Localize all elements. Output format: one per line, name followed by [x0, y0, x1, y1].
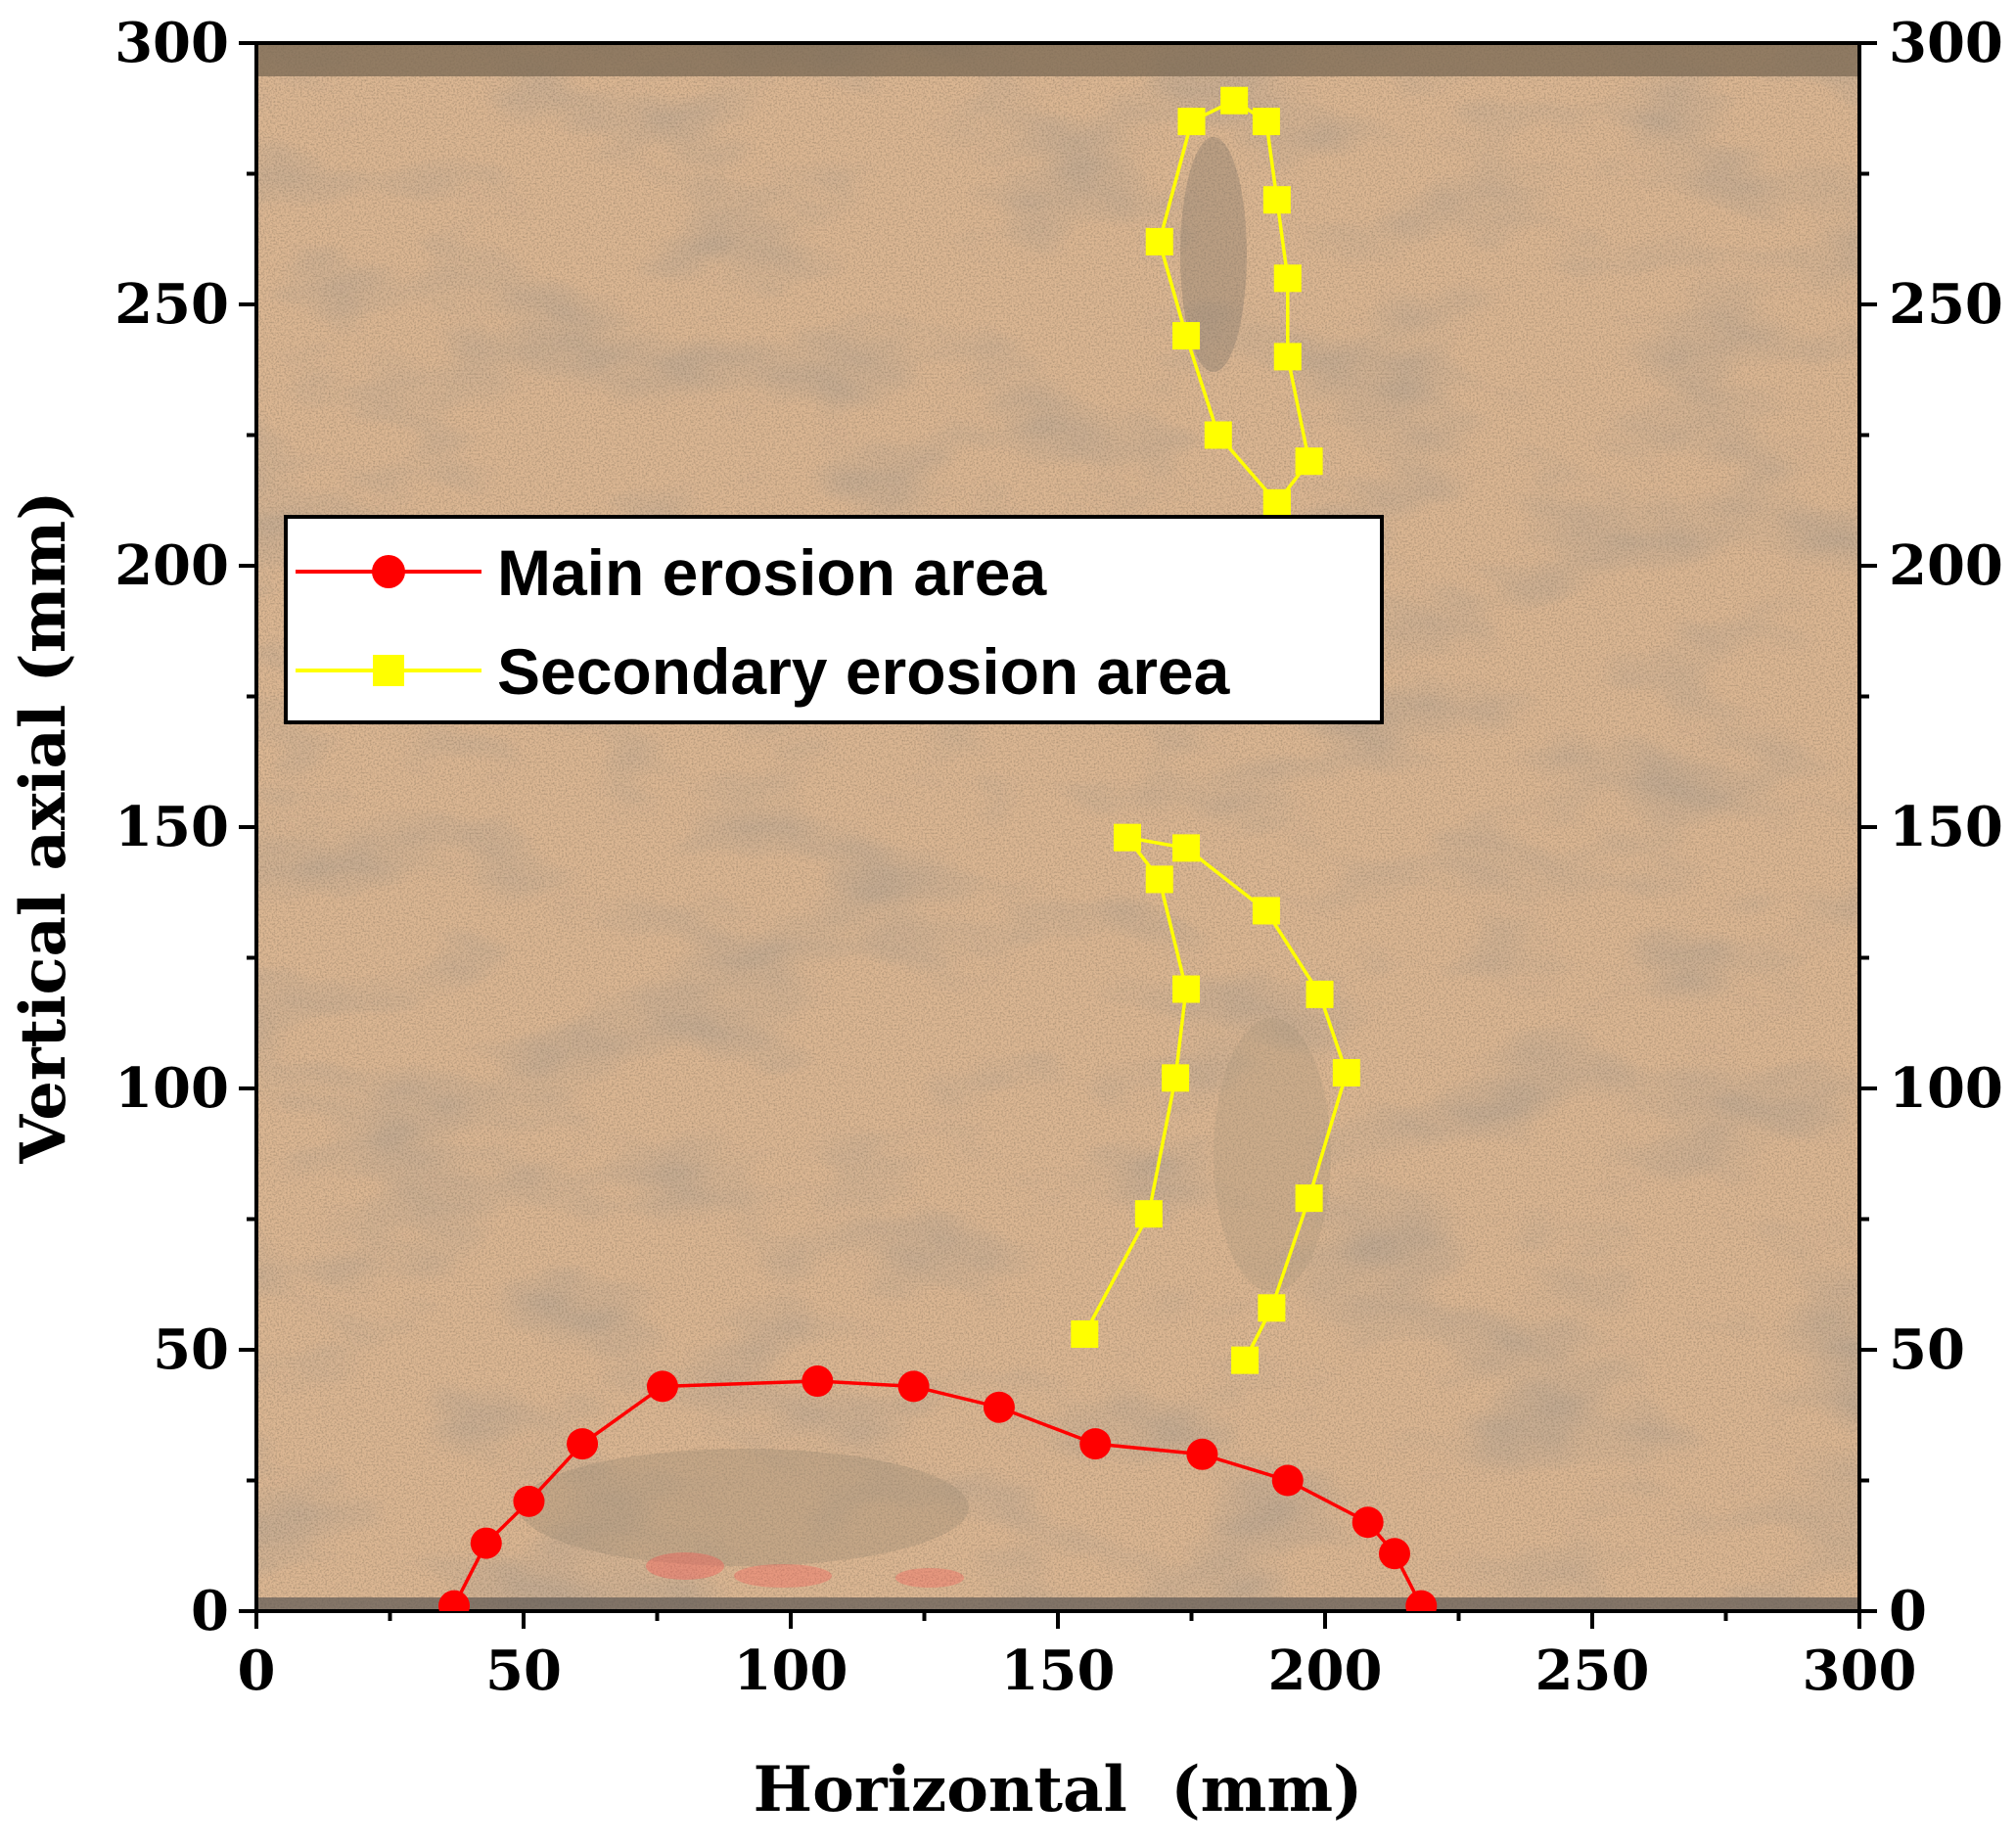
- data-point: [1177, 108, 1206, 136]
- legend-label-secondary: Secondary erosion area: [497, 635, 1231, 708]
- y-tick-label-right: 300: [1889, 11, 2003, 75]
- data-point: [1071, 1319, 1099, 1348]
- data-point: [1295, 1184, 1323, 1213]
- data-point: [1231, 1346, 1260, 1374]
- y-tick-label: 0: [191, 1579, 229, 1643]
- y-tick-label-right: 150: [1889, 795, 2003, 859]
- axis-tick-labels: 0 50 100 150 200 250 3000501001502002503000501…: [115, 11, 2003, 1703]
- series-main-erosion-area: [438, 1365, 1438, 1611]
- data-point: [1262, 186, 1291, 214]
- y-tick-label: 200: [115, 533, 229, 598]
- x-tick-label: 250: [1535, 1639, 1650, 1703]
- data-point: [1306, 980, 1334, 1008]
- y-tick-label: 150: [115, 795, 229, 859]
- data-point: [983, 1391, 1015, 1423]
- axis-ticks: [239, 41, 1877, 1629]
- data-point: [1113, 823, 1141, 852]
- y-tick-label-right: 200: [1889, 533, 2003, 598]
- y-tick-label-right: 250: [1889, 272, 2003, 337]
- y-tick-label-right: 0: [1889, 1579, 1927, 1643]
- legend-box: [284, 515, 1384, 724]
- data-point: [897, 1370, 930, 1403]
- sand-photo-background: [256, 43, 1859, 1611]
- data-point: [1172, 834, 1201, 862]
- data-point: [567, 1428, 599, 1460]
- x-tick-label: 200: [1268, 1639, 1383, 1703]
- data-point: [1295, 447, 1323, 476]
- y-tick-label: 300: [115, 11, 229, 75]
- data-point: [1145, 865, 1173, 894]
- data-point: [1204, 421, 1232, 449]
- y-axis-title: Vertical axial (mm): [7, 490, 80, 1164]
- x-tick-label: 50: [485, 1639, 562, 1703]
- y-tick-label: 250: [115, 272, 229, 337]
- data-point: [1262, 488, 1291, 517]
- legend-swatch-marker-secondary: [373, 655, 404, 686]
- data-point: [1172, 975, 1201, 1003]
- data-point: [1252, 108, 1280, 136]
- data-point: [1273, 264, 1302, 293]
- data-point: [1258, 1294, 1286, 1322]
- series-line: [1157, 98, 1311, 505]
- data-point: [1252, 897, 1280, 925]
- data-point: [1145, 227, 1173, 255]
- x-tick-label: 300: [1803, 1639, 1917, 1703]
- x-axis-title: Horizontal (mm): [754, 1753, 1363, 1826]
- x-tick-label: 0: [238, 1639, 276, 1703]
- data-point: [1172, 322, 1201, 350]
- series-layer: [438, 86, 1438, 1611]
- legend-label-main: Main erosion area: [497, 536, 1047, 609]
- y-tick-label-right: 100: [1889, 1056, 2003, 1121]
- y-tick-label-right: 50: [1889, 1317, 1965, 1382]
- data-point: [513, 1485, 545, 1517]
- legend-swatch-marker-main: [372, 555, 405, 588]
- data-point: [1273, 343, 1302, 371]
- data-point: [1220, 86, 1249, 115]
- data-point: [1186, 1438, 1218, 1470]
- data-point: [1405, 1590, 1438, 1611]
- data-point: [1271, 1464, 1304, 1497]
- data-point: [802, 1365, 834, 1398]
- data-point: [1378, 1538, 1410, 1570]
- data-point: [1079, 1428, 1112, 1460]
- data-point: [1134, 1200, 1163, 1228]
- data-point: [1352, 1506, 1384, 1539]
- data-point: [438, 1590, 471, 1611]
- y-tick-label: 50: [153, 1317, 229, 1382]
- data-point: [1162, 1064, 1190, 1092]
- data-point: [646, 1370, 678, 1403]
- y-tick-label: 100: [115, 1056, 229, 1121]
- legend: Main erosion area Secondary erosion area: [284, 515, 1384, 724]
- data-point: [470, 1527, 502, 1559]
- data-point: [1332, 1058, 1360, 1086]
- x-tick-label: 100: [734, 1639, 848, 1703]
- series-secondary-erosion-area: [1071, 86, 1360, 1374]
- x-tick-label: 150: [1001, 1639, 1116, 1703]
